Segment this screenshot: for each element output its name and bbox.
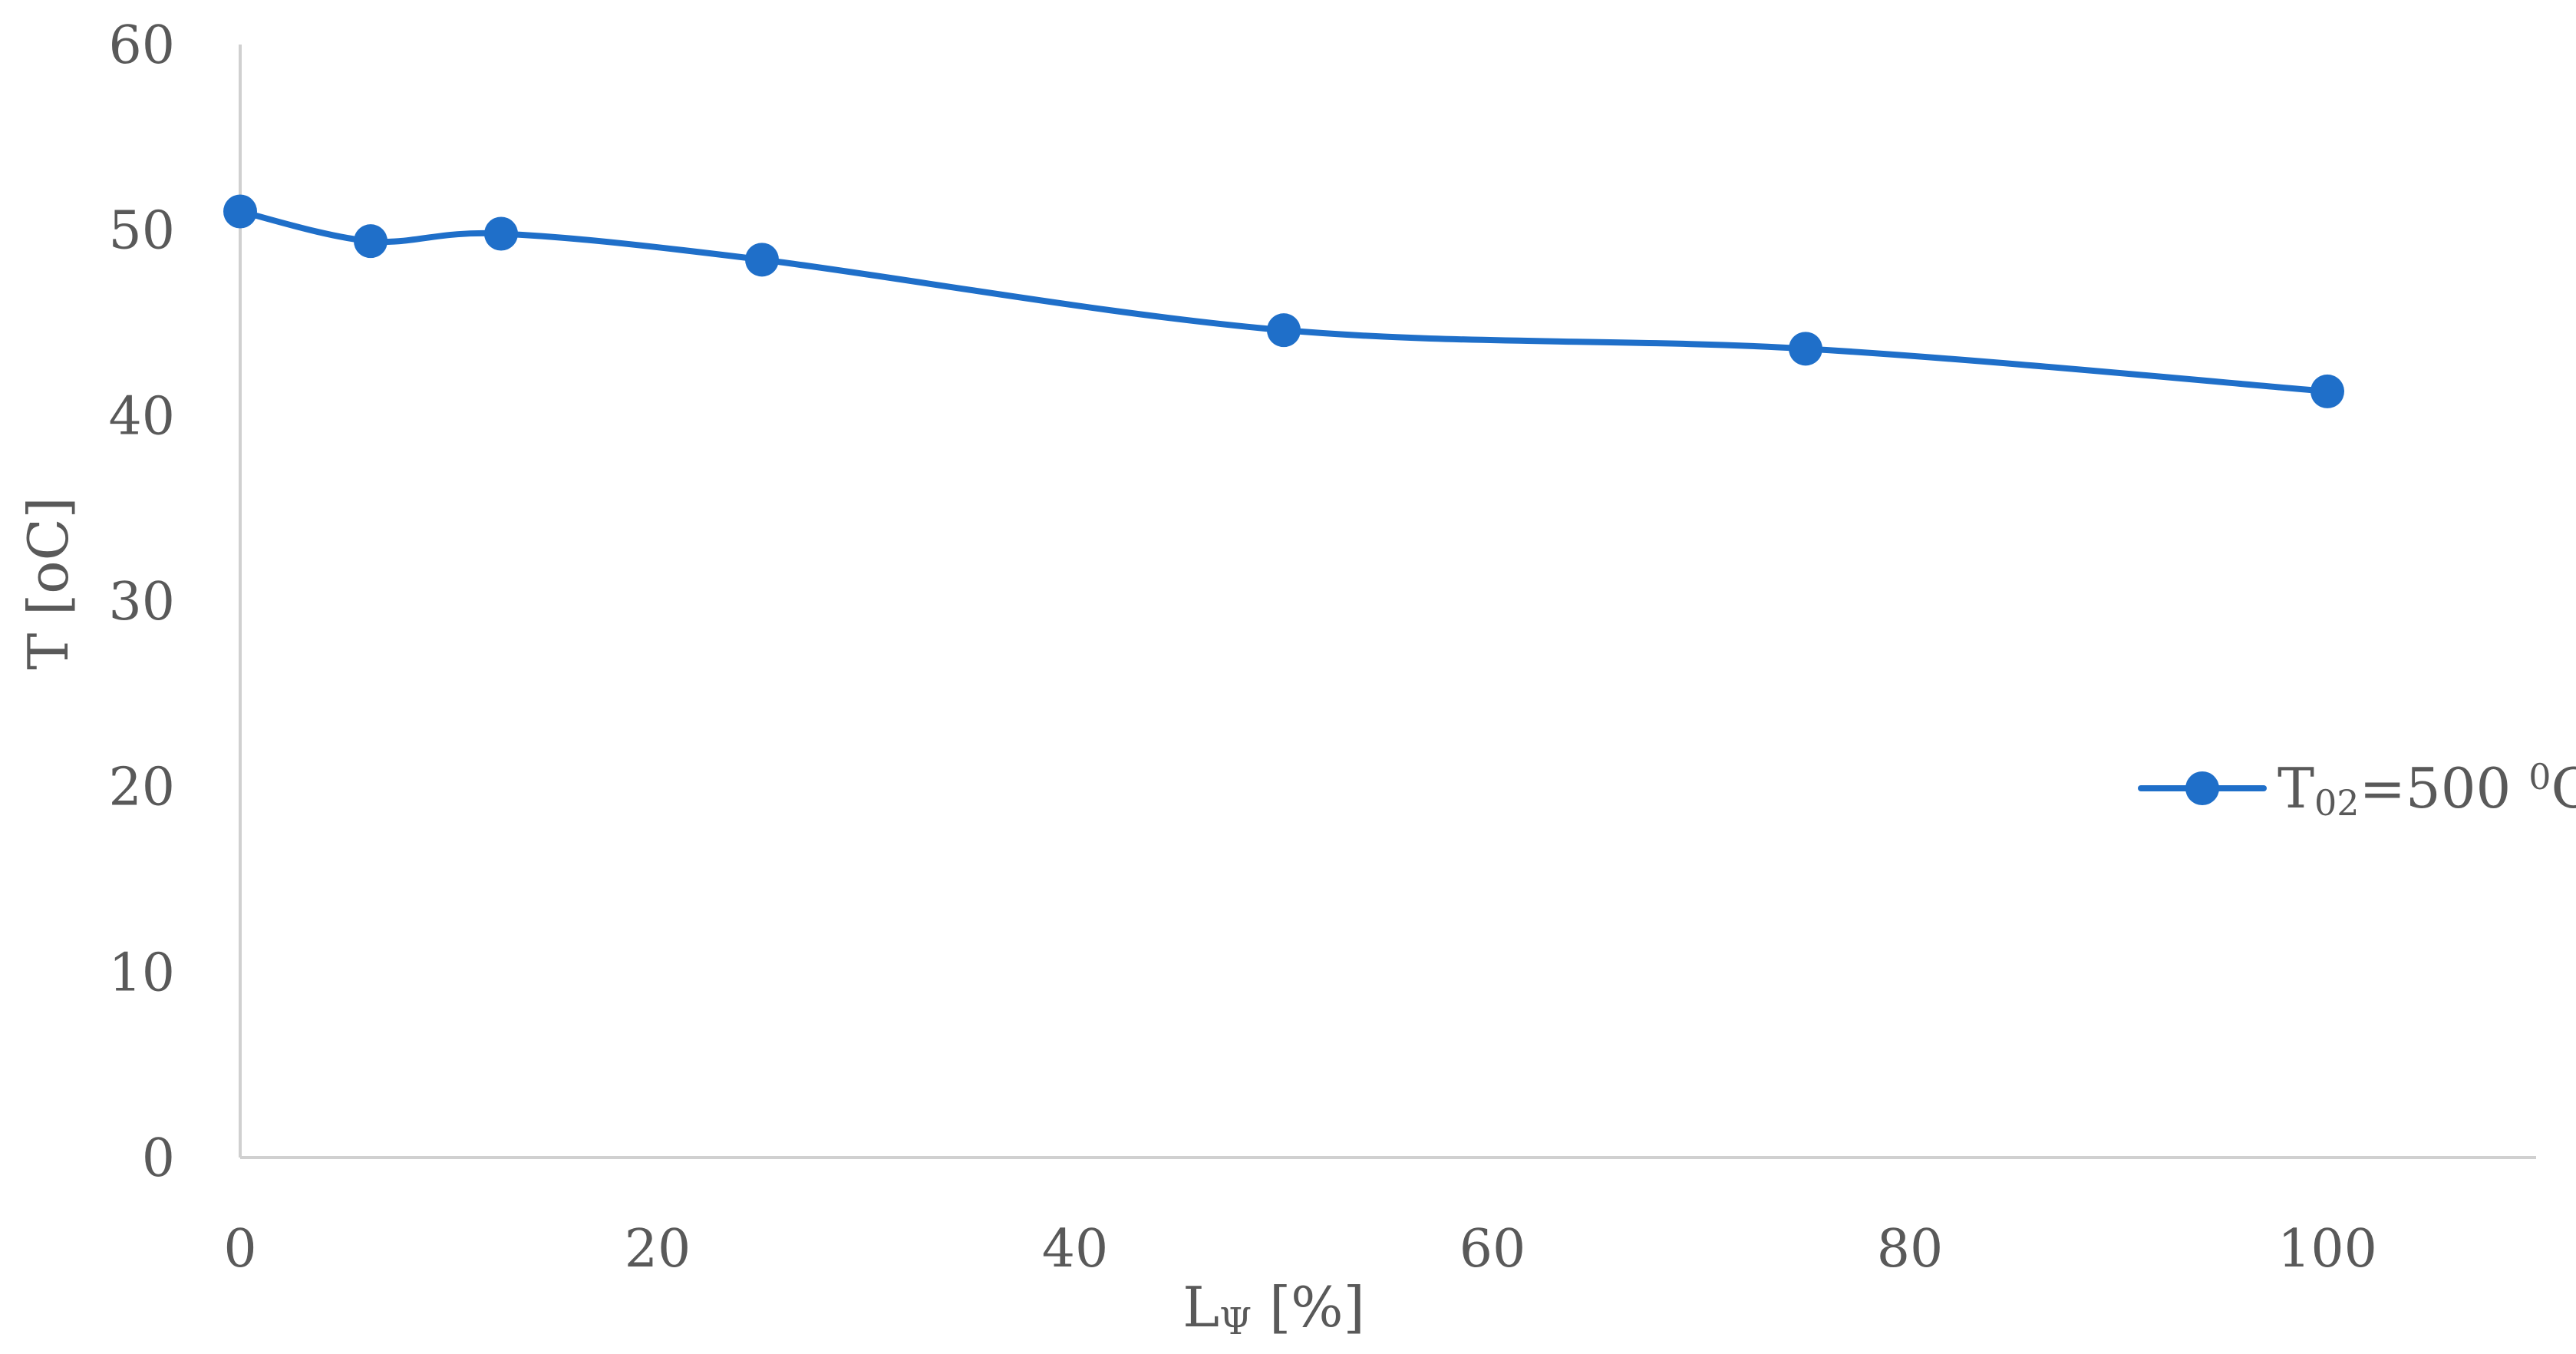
series-line bbox=[237, 208, 2330, 395]
series-group bbox=[223, 194, 2344, 408]
x-tick-label: 0 bbox=[223, 1219, 256, 1280]
x-axis-title: LΨ [%] bbox=[1182, 1275, 1364, 1343]
y-tick-label: 50 bbox=[108, 201, 175, 262]
legend-label-unit: C bbox=[2551, 756, 2576, 821]
legend-label-sub: 02 bbox=[2314, 782, 2360, 824]
data-point bbox=[1789, 332, 1822, 366]
y-axis-title: T [oC] bbox=[16, 497, 81, 670]
x-axis-title-sub: Ψ bbox=[1219, 1300, 1252, 1343]
y-tick-label: 10 bbox=[108, 943, 175, 1003]
y-tick-label: 20 bbox=[108, 758, 175, 818]
legend: T02=500 0C bbox=[2138, 756, 2576, 824]
axes bbox=[239, 45, 2536, 1159]
x-tick-label: 40 bbox=[1042, 1219, 1109, 1280]
y-tick-label: 0 bbox=[142, 1128, 175, 1189]
x-tick-label: 20 bbox=[625, 1219, 691, 1280]
data-point bbox=[354, 224, 388, 259]
x-tick-label: 80 bbox=[1877, 1219, 1944, 1280]
legend-marker bbox=[2185, 771, 2219, 805]
data-point bbox=[745, 243, 779, 277]
data-point bbox=[484, 216, 518, 251]
data-point bbox=[223, 194, 257, 229]
x-tick-label: 100 bbox=[2278, 1219, 2377, 1280]
legend-label-sup: 0 bbox=[2528, 756, 2551, 798]
data-point bbox=[2310, 374, 2344, 408]
y-tick-label: 30 bbox=[108, 572, 175, 632]
x-tick-labels: 0 20 40 60 80 100 bbox=[223, 1219, 2377, 1280]
x-axis-title-main: L bbox=[1182, 1275, 1219, 1339]
x-axis-title-rest: [%] bbox=[1252, 1275, 1364, 1339]
x-tick-label: 60 bbox=[1460, 1219, 1526, 1280]
legend-label-rest: =500 bbox=[2360, 756, 2529, 821]
y-tick-label: 60 bbox=[108, 15, 175, 76]
legend-label-main: T bbox=[2278, 756, 2314, 821]
data-point bbox=[1267, 313, 1301, 348]
y-tick-label: 40 bbox=[108, 386, 175, 447]
y-tick-labels: 0 10 20 30 40 50 60 bbox=[108, 15, 175, 1189]
legend-label: T02=500 0C bbox=[2278, 756, 2576, 824]
